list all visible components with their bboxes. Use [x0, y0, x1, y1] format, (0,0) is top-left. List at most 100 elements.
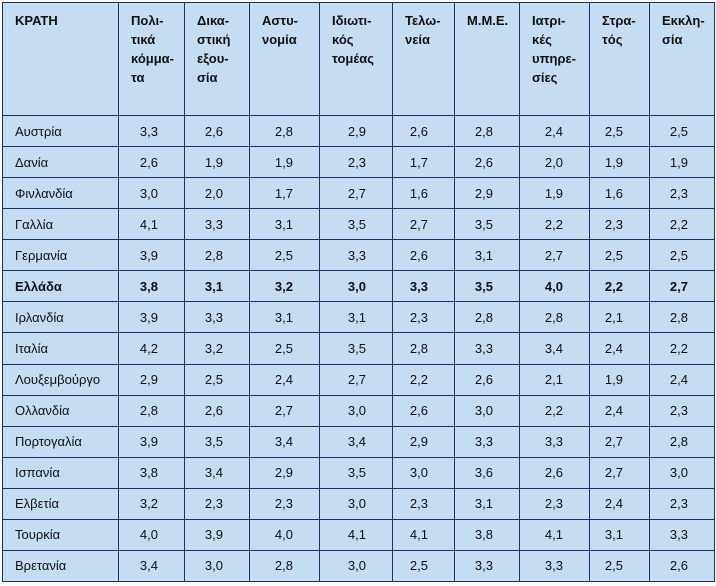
- value-cell: 4,0: [519, 270, 590, 303]
- value-cell: 1,9: [249, 146, 320, 179]
- value-cell: 3,2: [184, 332, 250, 365]
- value-cell: 3,3: [184, 301, 250, 334]
- value-cell: 2,5: [589, 239, 650, 272]
- value-cell: 3,3: [519, 425, 590, 458]
- value-cell: 3,1: [249, 301, 320, 334]
- value-cell: 2,5: [649, 114, 715, 148]
- value-cell: 2,6: [392, 114, 455, 148]
- country-cell: Πορτογαλία: [2, 425, 119, 458]
- country-cell: Ελλάδα: [2, 270, 119, 303]
- table-row: Ιταλία 4,2 3,2 2,5 3,5 2,8 3,3 3,4 2,4 2,2: [2, 332, 715, 365]
- value-cell: 3,3: [454, 549, 520, 583]
- value-cell: 2,1: [589, 301, 650, 334]
- value-cell: 2,3: [249, 487, 320, 520]
- value-cell: 1,9: [589, 146, 650, 179]
- table-row: Δανία 2,6 1,9 1,9 2,3 1,7 2,6 2,0 1,9 1,9: [2, 146, 715, 179]
- country-cell: Αυστρία: [2, 114, 119, 148]
- value-cell: 3,1: [184, 270, 250, 303]
- value-cell: 2,8: [649, 301, 715, 334]
- value-cell: 1,9: [184, 146, 250, 179]
- value-cell: 2,4: [649, 363, 715, 396]
- value-cell: 2,8: [454, 301, 520, 334]
- value-cell: 2,8: [118, 394, 185, 427]
- value-cell: 3,5: [319, 456, 393, 489]
- value-cell: 3,0: [118, 177, 185, 210]
- value-cell: 2,1: [519, 363, 590, 396]
- value-cell: 2,8: [454, 114, 520, 148]
- value-cell: 3,6: [454, 456, 520, 489]
- table-row: Ολλανδία 2,8 2,6 2,7 3,0 2,6 3,0 2,2 2,4 2,3: [2, 394, 715, 427]
- table-header: ΚΡΑΤΗ Πολι- τικά κόμμα- τα Δικα- στική εξο…: [2, 2, 715, 116]
- value-cell: 2,3: [519, 487, 590, 520]
- value-cell: 4,2: [118, 332, 185, 365]
- value-cell: 2,5: [649, 239, 715, 272]
- value-cell: 3,1: [319, 301, 393, 334]
- value-cell: 2,4: [589, 332, 650, 365]
- table-row: Ελλάδα 3,8 3,1 3,2 3,0 3,3 3,5 4,0 2,2 2,7: [2, 270, 715, 303]
- value-cell: 2,0: [519, 146, 590, 179]
- value-cell: 2,5: [184, 363, 250, 396]
- value-cell: 3,3: [649, 518, 715, 551]
- value-cell: 3,2: [249, 270, 320, 303]
- country-cell: Ελβετία: [2, 487, 119, 520]
- country-cell: Ιταλία: [2, 332, 119, 365]
- country-cell: Ολλανδία: [2, 394, 119, 427]
- table-row: Τουρκία 4,0 3,9 4,0 4,1 4,1 3,8 4,1 3,1 3,3: [2, 518, 715, 551]
- value-cell: 2,2: [589, 270, 650, 303]
- table-row: Γαλλία 4,1 3,3 3,1 3,5 2,7 3,5 2,2 2,3 2,2: [2, 208, 715, 241]
- value-cell: 2,8: [249, 549, 320, 583]
- value-cell: 3,0: [319, 394, 393, 427]
- value-cell: 2,5: [249, 239, 320, 272]
- value-cell: 1,7: [249, 177, 320, 210]
- country-cell: Ιρλανδία: [2, 301, 119, 334]
- value-cell: 3,1: [454, 487, 520, 520]
- header-cell: Ιατρι- κές υπηρε- σίες: [519, 2, 590, 116]
- header-cell: Στρα- τός: [589, 2, 650, 116]
- country-cell: Ισπανία: [2, 456, 119, 489]
- value-cell: 3,0: [649, 456, 715, 489]
- value-cell: 2,7: [589, 456, 650, 489]
- table-body: Αυστρία 3,3 2,6 2,8 2,9 2,6 2,8 2,4 2,5 2,5 Δανία 2…: [2, 114, 715, 583]
- value-cell: 3,0: [184, 549, 250, 583]
- value-cell: 3,5: [184, 425, 250, 458]
- value-cell: 3,0: [319, 487, 393, 520]
- value-cell: 2,2: [649, 332, 715, 365]
- value-cell: 2,2: [519, 208, 590, 241]
- value-cell: 3,0: [454, 394, 520, 427]
- value-cell: 2,4: [519, 114, 590, 148]
- value-cell: 3,3: [118, 114, 185, 148]
- value-cell: 3,4: [519, 332, 590, 365]
- country-cell: Λουξεμβούργο: [2, 363, 119, 396]
- value-cell: 3,9: [118, 301, 185, 334]
- value-cell: 2,3: [589, 208, 650, 241]
- value-cell: 1,9: [519, 177, 590, 210]
- table-row: Γερμανία 3,9 2,8 2,5 3,3 2,6 3,1 2,7 2,5 2,5: [2, 239, 715, 272]
- value-cell: 2,2: [392, 363, 455, 396]
- value-cell: 2,7: [249, 394, 320, 427]
- table-row: Ιρλανδία 3,9 3,3 3,1 3,1 2,3 2,8 2,8 2,1 2,8: [2, 301, 715, 334]
- table-row: Πορτογαλία 3,9 3,5 3,4 3,4 2,9 3,3 3,3 2,7 2,8: [2, 425, 715, 458]
- value-cell: 2,8: [392, 332, 455, 365]
- value-cell: 2,7: [519, 239, 590, 272]
- value-cell: 2,8: [249, 114, 320, 148]
- header-cell: ΚΡΑΤΗ: [2, 2, 119, 116]
- value-cell: 3,8: [118, 270, 185, 303]
- value-cell: 2,9: [118, 363, 185, 396]
- value-cell: 2,8: [649, 425, 715, 458]
- value-cell: 3,0: [392, 456, 455, 489]
- value-cell: 3,4: [184, 456, 250, 489]
- value-cell: 3,9: [184, 518, 250, 551]
- value-cell: 2,6: [519, 456, 590, 489]
- value-cell: 2,3: [649, 394, 715, 427]
- value-cell: 2,7: [649, 270, 715, 303]
- value-cell: 3,3: [184, 208, 250, 241]
- table-row: Φινλανδία 3,0 2,0 1,7 2,7 1,6 2,9 1,9 1,6 2,3: [2, 177, 715, 210]
- value-cell: 4,1: [118, 208, 185, 241]
- value-cell: 4,1: [519, 518, 590, 551]
- value-cell: 3,8: [118, 456, 185, 489]
- value-cell: 3,1: [454, 239, 520, 272]
- value-cell: 2,3: [184, 487, 250, 520]
- header-cell: Πολι- τικά κόμμα- τα: [118, 2, 185, 116]
- value-cell: 2,5: [589, 114, 650, 148]
